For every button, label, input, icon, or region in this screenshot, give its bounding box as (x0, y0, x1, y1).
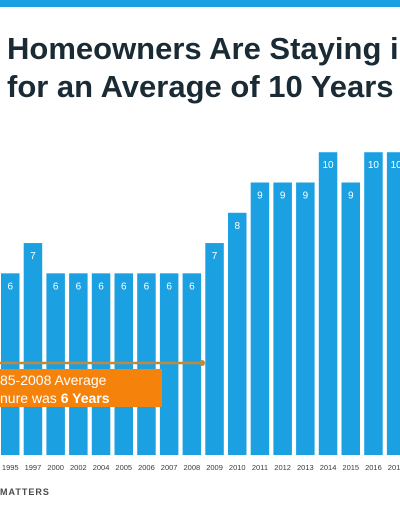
average-line-end-dot (199, 360, 206, 366)
data-label-2007: 6 (166, 281, 172, 292)
bar-2012 (273, 182, 292, 455)
x-tick-label-2015: 2015 (342, 463, 359, 472)
x-tick-label-2014: 2014 (320, 463, 337, 472)
x-tick-label-2013: 2013 (297, 463, 314, 472)
data-label-2008: 6 (189, 281, 195, 292)
x-tick-label-1997: 1997 (25, 463, 42, 472)
bar-2013 (296, 182, 315, 455)
callout-line-1: 85-2008 Average (0, 372, 107, 388)
bar-2009 (205, 243, 224, 455)
data-label-2002: 6 (76, 281, 82, 292)
bar-2014 (318, 152, 338, 455)
x-tick-label-2004: 2004 (93, 463, 110, 472)
data-label-2006: 6 (144, 281, 150, 292)
brand-logo: MATTERS (0, 487, 50, 497)
x-tick-label-2005: 2005 (115, 463, 132, 472)
x-tick-label-2000: 2000 (47, 463, 64, 472)
x-tick-label-2016: 2016 (365, 463, 382, 472)
callout-line-2-bold: 6 Years (60, 390, 110, 406)
x-tick-label-2017: 2017 (388, 463, 400, 472)
x-tick-label-2006: 2006 (138, 463, 155, 472)
bar-2011 (250, 182, 270, 455)
bar-1997 (23, 243, 43, 455)
title-line-1: Homeowners Are Staying in (7, 31, 400, 66)
data-label-1997: 7 (30, 251, 36, 262)
bar-2016 (364, 152, 383, 455)
x-tick-label-2002: 2002 (70, 463, 87, 472)
x-tick-label-2009: 2009 (206, 463, 223, 472)
bar-2015 (341, 182, 360, 455)
callout-line-2: nure was 6 Years (0, 390, 110, 407)
top-accent-bar (0, 0, 400, 7)
data-label-2011: 9 (257, 191, 263, 202)
chart-title: Homeowners Are Staying in for an Average… (7, 30, 400, 106)
x-tick-label-1995: 1995 (2, 463, 19, 472)
callout-line-2-prefix: nure was (0, 390, 61, 406)
data-label-2010: 8 (234, 221, 240, 232)
data-label-2012: 9 (280, 191, 286, 202)
data-label-2017: 10 (391, 160, 400, 171)
data-label-2000: 6 (53, 281, 59, 292)
x-tick-label-2007: 2007 (161, 463, 178, 472)
x-tick-label-2008: 2008 (184, 463, 201, 472)
data-label-2004: 6 (98, 281, 104, 292)
x-tick-label-2011: 2011 (252, 463, 268, 472)
data-label-2016: 10 (368, 160, 380, 171)
data-label-2015: 9 (348, 191, 354, 202)
x-tick-label-2010: 2010 (229, 463, 246, 472)
bar-2017 (386, 152, 400, 455)
data-label-2013: 9 (303, 191, 309, 202)
bar-chart: 6 1995 7 1997 6 2000 6 2002 6 2004 6 2005 6 2006 6 2007… (0, 152, 400, 472)
average-tenure-callout: 85-2008 Average nure was 6 Years (0, 369, 162, 407)
data-label-2005: 6 (121, 281, 127, 292)
title-line-2: for an Average of 10 Years (7, 69, 394, 104)
data-label-2009: 7 (212, 251, 218, 262)
bar-2010 (228, 212, 247, 455)
x-tick-label-2012: 2012 (274, 463, 291, 472)
data-label-2014: 10 (322, 160, 334, 171)
data-label-1995: 6 (7, 281, 13, 292)
